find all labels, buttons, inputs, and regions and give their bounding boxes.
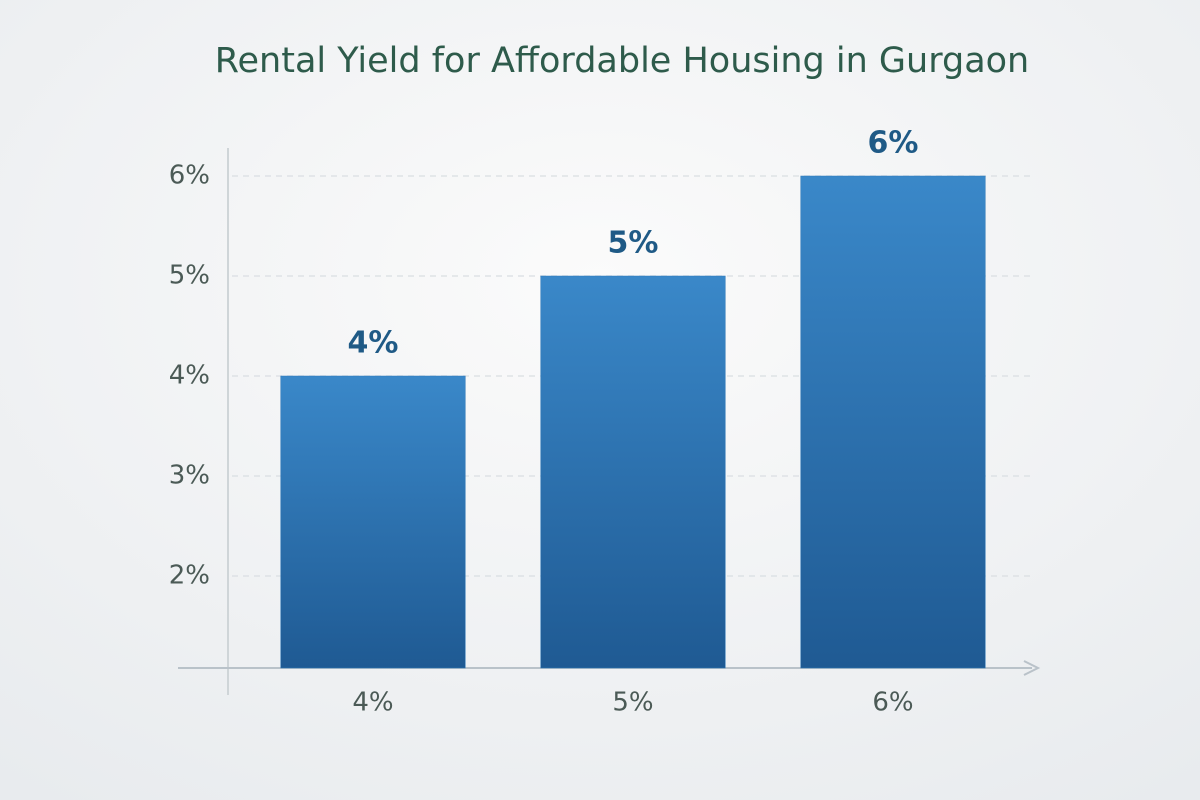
y-tick-label: 4% [169,361,210,391]
y-tick-label: 6% [169,161,210,191]
x-tick-label: 5% [612,688,653,718]
data-label: 4% [348,326,399,361]
chart-title: Rental Yield for Affordable Housing in G… [215,41,1029,81]
data-label: 6% [868,126,919,161]
data-label: 5% [608,226,659,261]
y-tick-label: 2% [169,561,210,591]
x-tick-label: 4% [352,688,393,718]
x-axis-arrow [1023,660,1041,676]
bar [800,175,986,669]
x-tick-label: 6% [872,688,913,718]
bar [280,375,466,669]
y-tick-label: 3% [169,461,210,491]
y-tick-label: 5% [169,261,210,291]
bar [540,275,726,669]
